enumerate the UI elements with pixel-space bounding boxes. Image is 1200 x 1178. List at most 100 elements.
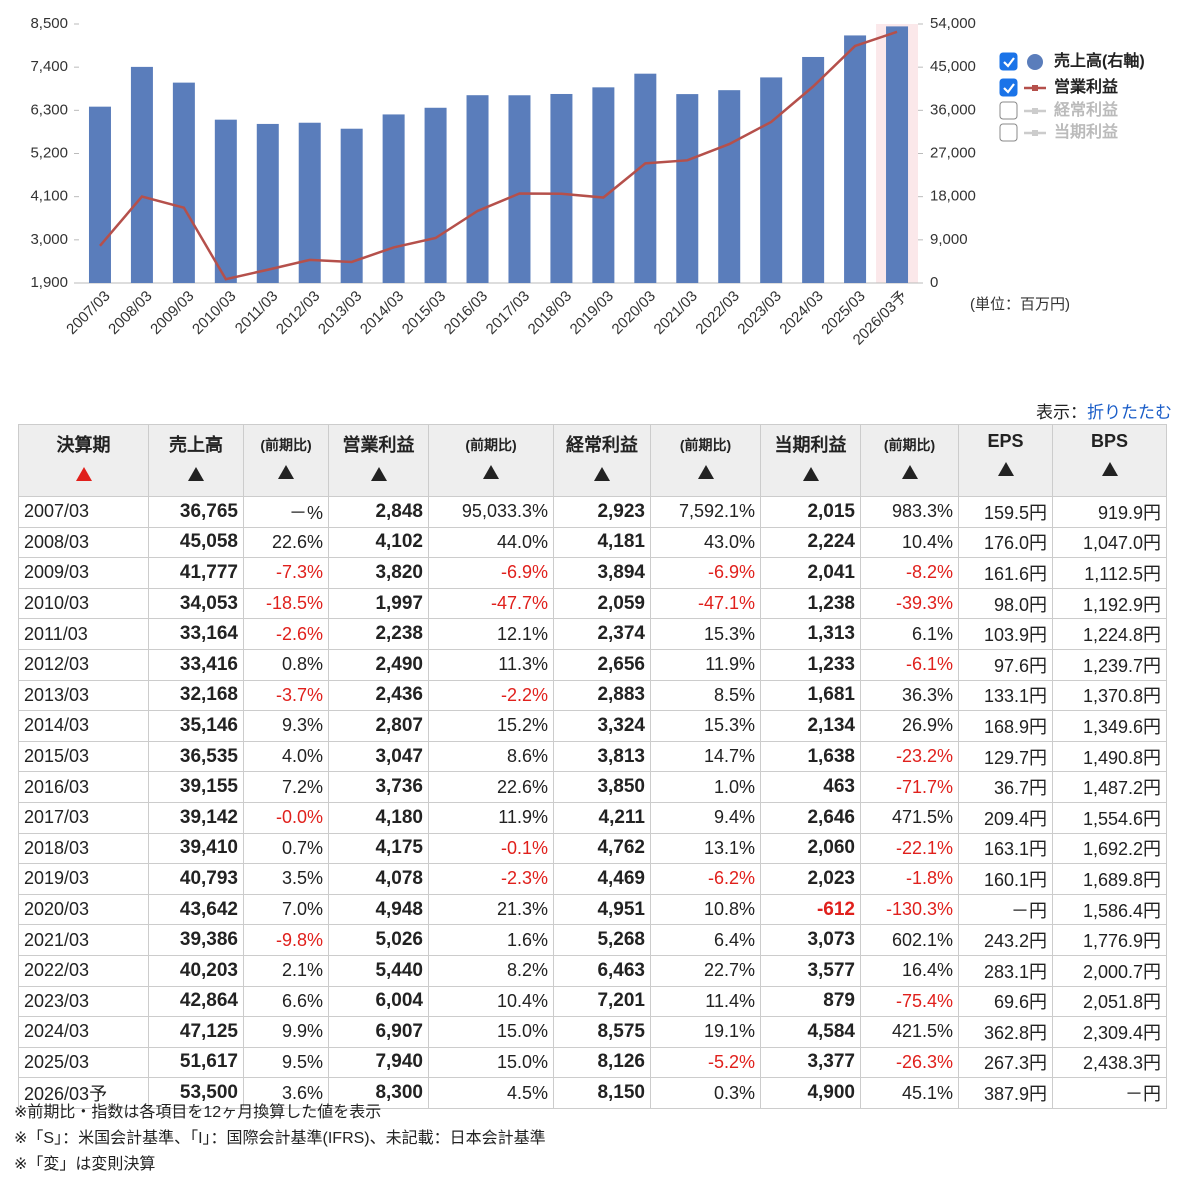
table-cell: 6.4% [650, 924, 761, 956]
table-cell: 2013/03 [18, 679, 149, 712]
table-cell: 5,268 [553, 924, 651, 956]
table-cell: 40,203 [148, 954, 244, 987]
table-cell: 2,238 [328, 618, 429, 650]
table-cell: 36,535 [148, 740, 244, 773]
table-cell: 11.9% [650, 648, 761, 681]
column-header: 売上高 [148, 424, 244, 497]
table-cell: 8,150 [553, 1077, 651, 1109]
sort-arrow [594, 467, 610, 481]
table: 決算期 売上高 (前期比) 営業利益 (前期比) 経常利益 (前期比) 当期利益 (前期比) EP… [18, 424, 1167, 1109]
table-cell: 6.1% [860, 618, 959, 650]
legend-checkbox [999, 52, 1018, 71]
table-cell: 44.0% [428, 526, 554, 559]
table-row: 2026/03予 53,500 3.6% 8,300 4.5% 8,150 0.3% 4,90… [18, 1077, 1167, 1109]
bar [130, 66, 153, 283]
table-row: 2010/03 34,053 -18.5% 1,997 -47.7% 2,059 -47.1… [18, 587, 1167, 620]
table-cell: 161.6円 [958, 557, 1053, 589]
table-cell: 1,112.5円 [1052, 557, 1167, 589]
table-cell: 919.9円 [1052, 496, 1167, 528]
y2-tick-label: 0 [930, 274, 938, 291]
x-tick-label: 2022/03 [692, 288, 742, 338]
table-cell: 7.2% [243, 771, 329, 803]
table-cell: 983.3% [860, 496, 959, 528]
table-cell: －円 [1052, 1077, 1167, 1109]
toggle-link[interactable]: 折りたたむ [1087, 403, 1172, 422]
table-row: 2021/03 39,386 -9.8% 5,026 1.6% 5,268 6.4% 3,07… [18, 924, 1167, 956]
table-cell: 160.1円 [958, 863, 1053, 895]
table-row: 2007/03 36,765 －% 2,848 95,033.3% 2,923 7,592.… [18, 496, 1167, 528]
table-cell: 10.4% [428, 985, 554, 1018]
table-cell: 1,238 [760, 587, 861, 620]
table-cell: 0.7% [243, 832, 329, 865]
table-cell: 1,313 [760, 618, 861, 650]
table-cell: 8.6% [428, 740, 554, 773]
table-cell: 9.5% [243, 1046, 329, 1079]
x-tick-label: 2017/03 [483, 288, 533, 338]
table-cell: 1,349.6円 [1052, 710, 1167, 742]
table-cell: 39,142 [148, 801, 244, 834]
table-cell: 4,180 [328, 801, 429, 834]
header-text: EPS [987, 431, 1024, 451]
table-cell: -130.3% [860, 893, 959, 926]
table-cell: 11.4% [650, 985, 761, 1018]
table-cell: 3,577 [760, 954, 861, 987]
bar [88, 106, 111, 283]
table-cell: 1.6% [428, 924, 554, 956]
table-cell: 4.5% [428, 1077, 554, 1109]
table-cell: 1,487.2円 [1052, 771, 1167, 803]
table-cell: 1,370.8円 [1052, 679, 1167, 712]
table-cell: 22.6% [428, 771, 554, 803]
x-tick-label: 2012/03 [273, 288, 323, 338]
header-text: (前期比) [260, 437, 312, 453]
bar [592, 87, 615, 283]
header-text: (前期比) [883, 437, 936, 453]
table-cell: 129.7円 [958, 740, 1053, 773]
table-cell: 21.3% [428, 893, 554, 926]
table-row: 2009/03 41,777 -7.3% 3,820 -6.9% 3,894 -6.9% 2,… [18, 557, 1167, 589]
bar [550, 93, 573, 283]
bar [760, 77, 783, 283]
table-cell: -6.9% [650, 557, 761, 589]
table-cell: 2,309.4円 [1052, 1016, 1167, 1048]
table-cell: -2.2% [428, 679, 554, 712]
table-cell: 8,575 [553, 1016, 651, 1048]
table-cell: 3,850 [553, 771, 651, 803]
table-cell: 1,638 [760, 740, 861, 773]
y-tick-label: 8,500 [30, 15, 68, 32]
table-cell: 243.2円 [958, 924, 1053, 956]
table-cell: 2012/03 [18, 648, 149, 681]
x-tick-label: 2015/03 [399, 288, 449, 338]
table-cell: 1,997 [328, 587, 429, 620]
table-cell: 19.1% [650, 1016, 761, 1048]
table-cell: 15.0% [428, 1046, 554, 1079]
table-cell: 2014/03 [18, 710, 149, 742]
y-tick-label: 5,200 [30, 144, 68, 161]
table-cell: 463 [760, 771, 861, 803]
table-cell: 11.9% [428, 801, 554, 834]
table-cell: 47,125 [148, 1016, 244, 1048]
legend-marker [1032, 130, 1038, 136]
header-text: (前期比) [465, 437, 517, 453]
table-row: 2008/03 45,058 22.6% 4,102 44.0% 4,181 43.0% 2,… [18, 526, 1167, 559]
table-cell: 3,736 [328, 771, 429, 803]
column-header: 当期利益 [760, 424, 861, 497]
table-cell: 8,126 [553, 1046, 651, 1079]
legend-checkbox [999, 101, 1018, 120]
table-cell: 97.6円 [958, 648, 1053, 681]
table-cell: 176.0円 [958, 526, 1053, 559]
table-cell: 4,181 [553, 526, 651, 559]
table-cell: 8,300 [328, 1077, 429, 1109]
table-cell: 2,023 [760, 863, 861, 895]
table-cell: -22.1% [860, 832, 959, 865]
table-cell: 12.1% [428, 618, 554, 650]
table-cell: 39,386 [148, 924, 244, 956]
table-cell: 2,374 [553, 618, 651, 650]
table-row: 2015/03 36,535 4.0% 3,047 8.6% 3,813 14.7% 1,63… [18, 740, 1167, 773]
y-tick-label: 6,300 [30, 101, 68, 118]
table-cell: 1,776.9円 [1052, 924, 1167, 956]
table-cell: 2,923 [553, 496, 651, 528]
table-cell: 9.3% [243, 710, 329, 742]
table-cell: 2010/03 [18, 587, 149, 620]
table-cell: 3.6% [243, 1077, 329, 1109]
table-cell: 1,692.2円 [1052, 832, 1167, 865]
